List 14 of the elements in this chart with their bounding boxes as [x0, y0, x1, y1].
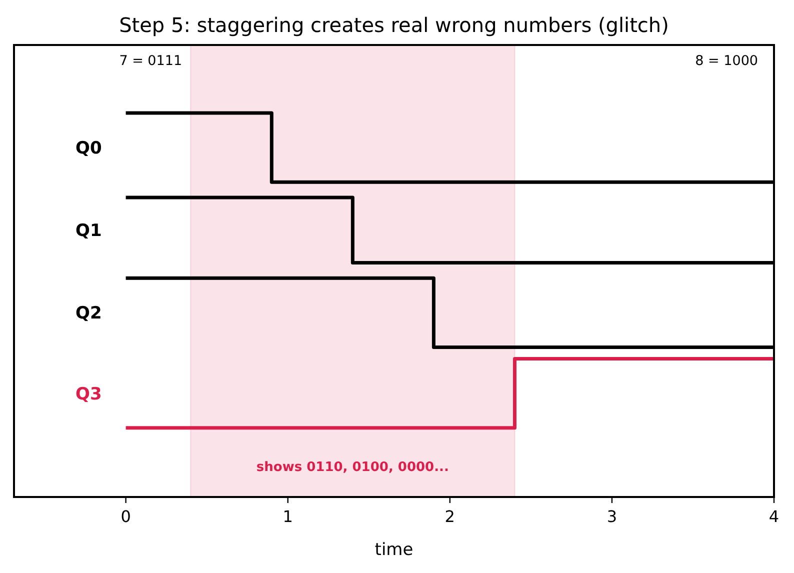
chart-title: Step 5: staggering creates real wrong numbers (glitch): [119, 13, 669, 37]
x-tick-label: 1: [282, 507, 293, 526]
band-label: shows 0110, 0100, 0000...: [256, 460, 449, 475]
text: Q2: [76, 304, 102, 324]
x-tick-label: 4: [768, 507, 780, 526]
x-tick-label: 2: [444, 507, 455, 526]
x-tick-label: 3: [606, 507, 618, 526]
text: 7 = 0111: [119, 53, 182, 69]
x-tick-label: 0: [120, 507, 131, 526]
x-axis-title: time: [374, 540, 414, 560]
text: 8 = 1000: [695, 53, 758, 69]
text: Q0: [76, 138, 102, 159]
series-label: Q1: [76, 221, 102, 242]
series-label: Q3: [76, 384, 102, 404]
